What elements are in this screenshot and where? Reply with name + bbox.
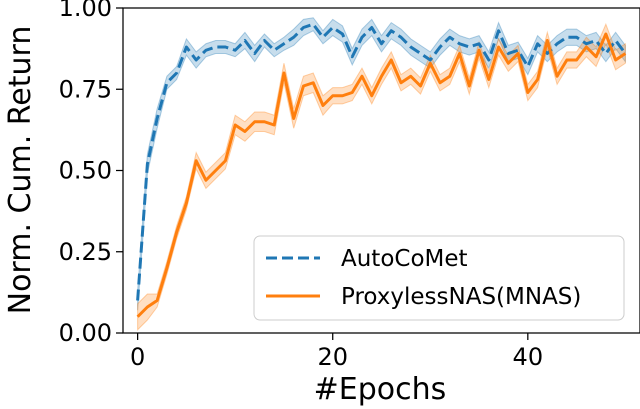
legend-label-autocomet: AutoCoMet (341, 246, 468, 272)
y-tick-label: 0.25 (59, 238, 112, 266)
series-line-proxylessnas-mnas (136, 32, 627, 318)
y-tick-label: 0.00 (59, 319, 112, 347)
y-tick-label: 1.00 (59, 0, 112, 22)
y-axis-label: Norm. Cum. Return (3, 26, 38, 315)
x-tick-label: 20 (317, 343, 348, 371)
legend: AutoCoMet ProxylessNAS(MNAS) (253, 235, 625, 321)
x-tick-label: 0 (130, 343, 145, 371)
y-axis-ticks: 0.00 0.25 0.50 0.75 1.00 (59, 0, 123, 347)
y-tick-label: 0.75 (59, 75, 112, 103)
y-tick-label: 0.50 (59, 157, 112, 185)
x-axis-label: #Epochs (314, 372, 447, 407)
band-proxylessnas-mnas (137, 22, 626, 331)
x-axis-ticks: 0 20 40 (130, 333, 543, 371)
x-tick-label: 40 (513, 343, 544, 371)
legend-label-proxylessnas: ProxylessNAS(MNAS) (341, 284, 581, 310)
series-lines (136, 22, 627, 318)
legend-box (253, 235, 625, 321)
